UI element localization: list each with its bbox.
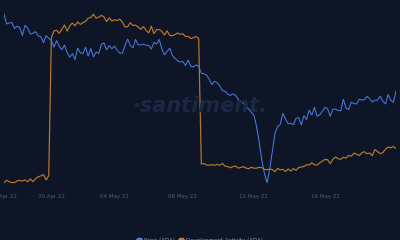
Text: ·santiment.: ·santiment. — [132, 96, 268, 116]
Legend: Price (ADA), Development Activity (ADA): Price (ADA), Development Activity (ADA) — [135, 236, 265, 240]
